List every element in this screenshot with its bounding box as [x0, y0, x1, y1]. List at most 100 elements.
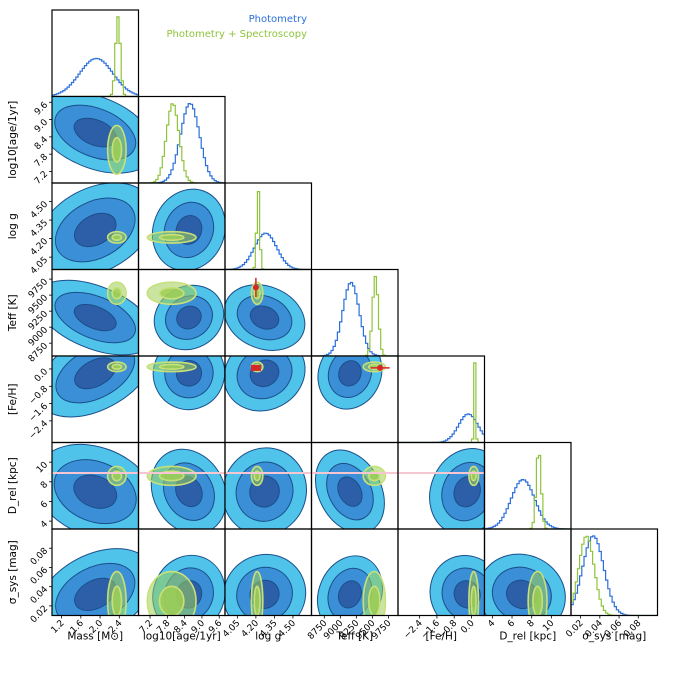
spec-contour-inner — [158, 363, 185, 371]
panel-feh-logg — [224, 355, 313, 444]
panel-frame — [570, 528, 659, 617]
reference-marker — [377, 364, 384, 371]
y-tick-label: 7.2 — [33, 170, 50, 187]
x-tick-label: 8 — [526, 618, 537, 629]
panel-teff-teff — [310, 268, 399, 357]
histogram-spec-sigma — [571, 535, 658, 616]
panel-logg-mass: 4.054.204.354.50 log g — [7, 182, 140, 276]
panel-sigma-sigma: 0.020.040.060.08σ_sys [mag] — [564, 528, 659, 643]
panel-dist-age — [137, 441, 226, 530]
panel-logg-age — [137, 182, 226, 271]
contour-inner — [249, 305, 280, 330]
histogram-photo-teff — [311, 281, 398, 356]
x-tick-label: −2.4 — [402, 618, 425, 641]
histogram-photo-dist — [484, 479, 571, 529]
y-tick-label: 7.8 — [33, 152, 50, 169]
y-tick-label: 0.02 — [29, 604, 50, 625]
spec-contour-inner — [111, 363, 123, 371]
x-tick-label: 4.05 — [221, 619, 242, 640]
legend-photometry: Photometry — [249, 14, 307, 25]
panel-feh-mass: −2.4−1.6−0.80.0 [Fe/H] — [7, 355, 140, 444]
histogram-spec-mass — [52, 16, 139, 97]
y-tick-label: 0.04 — [29, 585, 50, 606]
panel-dist-feh — [397, 441, 486, 530]
spec-contour-inner — [367, 585, 381, 616]
panel-mass-mass — [51, 9, 140, 98]
x-axis-label-logg: log g — [255, 631, 281, 643]
panel-frame — [51, 9, 140, 98]
x-axis-label-dist: D_rel [kpc] — [499, 631, 556, 643]
y-tick-label: 4.20 — [29, 236, 50, 257]
contour-inner — [338, 360, 362, 387]
y-tick-label: 9.6 — [33, 100, 50, 117]
panel-dist-teff — [310, 441, 399, 530]
spec-contour-inner — [111, 136, 123, 163]
y-tick-label: 8.4 — [33, 135, 50, 152]
y-axis-label-dist: D_rel [kpc] — [7, 457, 19, 514]
panel-teff-logg — [224, 268, 313, 357]
x-tick-label: 6 — [506, 618, 517, 629]
panel-teff-age — [137, 268, 226, 357]
y-tick-label: −2.4 — [28, 419, 51, 442]
contour-inner — [73, 212, 117, 248]
y-tick-label: 8 — [39, 480, 50, 491]
panel-frame — [224, 182, 313, 271]
x-tick-label: 9750 — [370, 618, 393, 641]
y-tick-label: 0.0 — [33, 367, 50, 384]
panel-dist-dist — [483, 441, 572, 530]
reference-marker — [252, 284, 259, 291]
y-axis-label-feh: [Fe/H] — [7, 383, 19, 415]
y-tick-label: 6 — [39, 499, 50, 510]
histogram-photo-sigma — [571, 535, 658, 616]
x-axis-label-feh: [Fe/H] — [425, 631, 457, 643]
panel-feh-teff — [310, 355, 399, 444]
spec-contour-inner — [470, 585, 477, 616]
reference-marker — [250, 364, 261, 371]
histogram-spec-dist — [484, 454, 571, 529]
x-axis-label-age: log10[age/1yr] — [143, 631, 221, 643]
contour-inner — [176, 305, 202, 330]
panel-logg-logg — [224, 182, 313, 271]
spec-contour-inner — [253, 585, 261, 616]
contour-inner — [337, 580, 362, 609]
x-tick-label: 0.0 — [459, 618, 476, 635]
legend-photometry-spectroscopy: Photometry + Spectroscopy — [167, 29, 308, 40]
y-tick-label: −0.8 — [28, 384, 51, 407]
y-tick-label: 4 — [39, 519, 50, 530]
x-axis-label-sigma: σ_sys [mag] — [582, 631, 646, 643]
contour-inner — [73, 474, 118, 509]
histogram-photo-logg — [225, 232, 312, 270]
panel-feh-feh — [397, 355, 486, 444]
panel-frame — [310, 268, 399, 357]
panel-age-age — [137, 95, 226, 184]
histogram-spec-logg — [225, 191, 312, 270]
y-tick-label: −1.6 — [28, 401, 51, 424]
contour-inner — [73, 303, 117, 332]
x-tick-label: 4 — [486, 618, 497, 629]
y-tick-label: 0.06 — [29, 565, 50, 586]
x-axis-label-teff: Teff [K] — [335, 631, 373, 643]
histogram-spec-teff — [311, 275, 398, 356]
spec-contour-inner — [111, 233, 123, 242]
panel-frame — [137, 95, 226, 184]
y-axis-label-teff: Teff [K] — [7, 294, 19, 332]
spec-contour-inner — [158, 233, 185, 242]
histogram-photo-mass — [52, 57, 139, 96]
y-axis-label-sigma: σ_sys [mag] — [7, 540, 19, 604]
panel-age-mass: 7.27.88.49.09.6 log10[age/1yr] — [7, 95, 140, 187]
histogram-spec-age — [138, 103, 225, 183]
spec-contour-inner — [111, 585, 123, 616]
legend: Photometry Photometry + Spectroscopy — [167, 14, 308, 40]
y-axis-label-logg: log g — [7, 213, 19, 239]
panel-dist-mass: 4 6 8 10 D_rel [kpc] — [7, 441, 140, 530]
panel-dist-logg — [224, 441, 313, 530]
y-tick-label: 4.05 — [29, 255, 50, 276]
panel-feh-age — [137, 355, 226, 444]
contour-inner — [337, 476, 363, 507]
y-tick-label: 9.0 — [33, 117, 50, 134]
